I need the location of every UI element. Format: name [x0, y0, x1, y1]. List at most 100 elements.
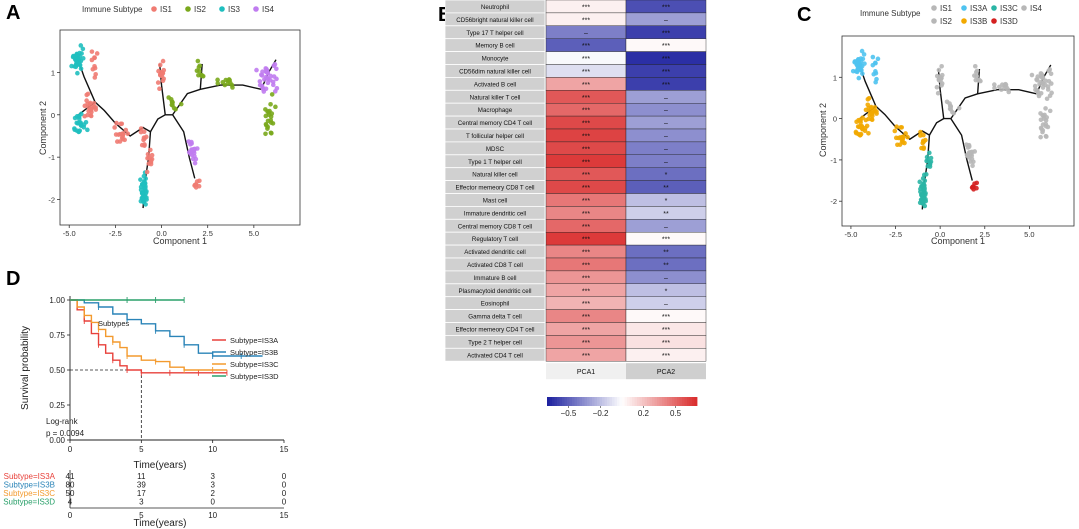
cell-point [1049, 90, 1054, 96]
cell-point [860, 56, 866, 62]
cell-point [189, 152, 195, 158]
colorbar-segment [564, 397, 568, 406]
cell-point [140, 191, 145, 196]
cell-point [970, 163, 975, 169]
cell-point [875, 56, 881, 62]
trajectory-plot-a: Immune Subtype IS1 IS2 IS3 IS4 -5.0 -2.5 0.0 2… [38, 5, 301, 246]
legend-a: Immune Subtype IS1 IS2 IS3 IS4 [82, 5, 275, 14]
colorbar-segment [679, 397, 683, 406]
trajectory-branch [172, 114, 196, 179]
x-tick-label: 5.0 [1024, 230, 1034, 239]
cell-point [225, 81, 231, 86]
colorbar-segment [592, 397, 595, 406]
heatmap-sig-pca2: *** [662, 327, 670, 334]
x-tick-label: -5.0 [844, 230, 857, 239]
cell-point [1044, 96, 1050, 102]
cell-point [1045, 87, 1051, 92]
cell-point [157, 86, 162, 92]
cell-point [859, 124, 865, 130]
heatmap-sig-pca1: *** [582, 133, 590, 140]
x-tick-label-d: 0 [68, 445, 73, 454]
heatmap-sig-pca2: * [665, 198, 668, 205]
heatmap-sig-pca1: *** [582, 172, 590, 179]
cell-point [969, 149, 975, 155]
cell-point [850, 68, 856, 74]
colorbar-segment [617, 397, 620, 406]
cell-point [190, 156, 196, 162]
heatmap-sig-pca2: – [664, 301, 668, 308]
cell-point [193, 185, 199, 190]
risk-table-row-label: Subtype=IS3A [4, 472, 56, 481]
cell-point [1044, 134, 1049, 139]
heatmap-column-header: PCA2 [657, 369, 675, 376]
colorbar-segment [652, 397, 655, 406]
cell-point [936, 77, 942, 83]
risk-table-row-label: Subtype=IS3D [3, 498, 55, 507]
cell-point [79, 51, 84, 56]
heatmap-sig-pca1: *** [582, 69, 590, 76]
cell-point [862, 61, 867, 66]
cell-point [854, 69, 860, 75]
cell-point [897, 142, 903, 147]
colorbar-segment [574, 397, 578, 406]
cell-point [971, 187, 976, 192]
cell-point [161, 67, 167, 73]
cell-point [75, 70, 80, 76]
cell-point [923, 172, 929, 177]
cell-point [195, 58, 201, 64]
y-tick-label: 0 [833, 115, 837, 124]
heatmap-row-label: Memory B cell [475, 43, 514, 50]
legend-d-entry: Subtype=IS3A [230, 336, 278, 345]
cell-point [76, 56, 81, 61]
cell-point [148, 157, 153, 162]
heatmap-row-label: Activated CD4 T cell [467, 352, 523, 359]
cell-point [82, 113, 87, 119]
colorbar-segment [609, 397, 613, 406]
x-tick-label: -5.0 [63, 229, 76, 238]
cell-point [992, 85, 997, 91]
cell-point [1032, 83, 1038, 89]
cell-point [918, 186, 923, 192]
colorbar-segment [614, 397, 618, 406]
cell-point [264, 69, 270, 75]
heatmap-sig-pca2: *** [662, 237, 670, 244]
trajectory-branch [875, 105, 930, 141]
cell-point [114, 120, 119, 126]
heatmap-row-label: Type 1 T helper cell [468, 159, 522, 166]
colorbar-segment [654, 397, 658, 406]
heatmap-sig-pca1: *** [582, 288, 590, 295]
y-tick-label: -1 [830, 156, 837, 165]
heatmap-sig-pca2: – [664, 275, 668, 282]
cell-point [143, 176, 148, 181]
colorbar-segment [689, 397, 693, 406]
cell-point [87, 101, 93, 107]
colorbar-tick-label: 0.5 [670, 409, 682, 418]
risk-table-count: 0 [210, 498, 215, 507]
colorbar-segment [632, 397, 635, 406]
cell-point [951, 110, 957, 116]
cell-point [974, 68, 980, 74]
cell-point [69, 63, 74, 69]
cell-point [192, 160, 198, 166]
risk-table-count: 0 [282, 472, 287, 481]
cell-point [194, 179, 200, 184]
cell-point [935, 90, 941, 96]
cell-point [257, 79, 263, 84]
cell-point [1037, 81, 1042, 87]
heatmap-row-label: Eosinophil [481, 301, 510, 308]
legend-c-entry: IS3B [970, 17, 987, 26]
cell-point [78, 121, 83, 126]
cell-point [936, 67, 942, 73]
cell-point [78, 111, 84, 117]
heatmap-sig-pca2: * [665, 172, 668, 179]
logrank-label: Log-rank [46, 417, 79, 426]
cell-point [900, 134, 905, 140]
risk-table-count: 17 [137, 489, 146, 498]
cell-point [94, 51, 100, 56]
risk-table-time-label: 15 [280, 511, 289, 520]
heatmap-row-label: Activated B cell [474, 81, 516, 88]
cell-point [874, 76, 879, 82]
y-tick-label-d: 0.25 [49, 401, 65, 410]
cell-point [934, 84, 940, 90]
cell-point [158, 72, 163, 78]
